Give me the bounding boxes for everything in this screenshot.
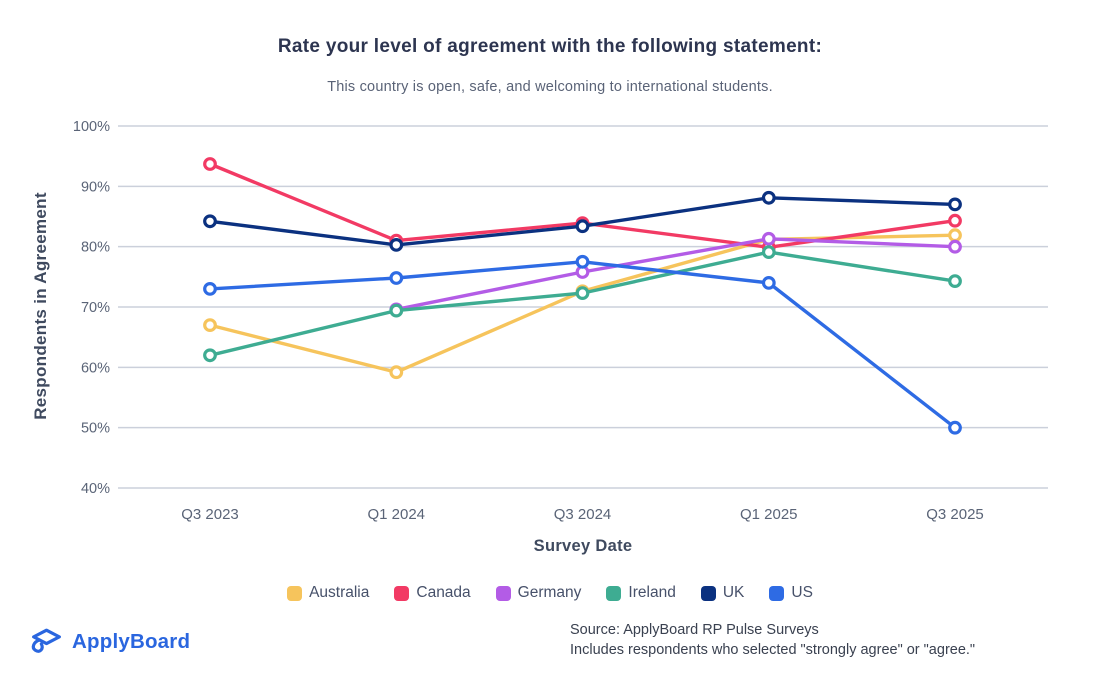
source-note: Includes respondents who selected "stron…	[570, 641, 976, 658]
applyboard-logo: ApplyBoard	[28, 623, 190, 660]
marker-germany-3	[761, 231, 776, 246]
chart-legend: Australia Canada Germany Ireland UK US	[0, 584, 1100, 602]
marker-ireland-3	[761, 245, 776, 260]
legend-swatch-us	[769, 585, 785, 601]
legend-item-canada: Canada	[394, 584, 471, 602]
marker-canada-4	[948, 213, 962, 228]
marker-ireland-4	[948, 274, 962, 289]
y-tick-label-40: 40%	[81, 481, 110, 497]
applyboard-logo-icon	[31, 628, 61, 653]
chart-title: Rate your level of agreement with the fo…	[277, 36, 823, 57]
marker-us-2	[575, 254, 590, 269]
marker-us-3	[761, 276, 776, 290]
legend-label-australia: Australia	[309, 584, 370, 601]
marker-australia-0	[203, 318, 217, 333]
marker-uk-1	[389, 237, 404, 252]
x-tick-label-q1-2024: Q1 2024	[367, 506, 425, 523]
marker-ireland-2	[575, 286, 590, 301]
source-block: Source: ApplyBoard RP Pulse Surveys Incl…	[570, 621, 975, 660]
legend-label-uk: UK	[722, 584, 745, 601]
legend-swatch-australia	[287, 585, 303, 601]
legend-label-canada: Canada	[416, 584, 471, 601]
legend-swatch-uk	[700, 585, 716, 601]
x-axis-title: Survey Date	[533, 537, 633, 555]
marker-uk-4	[948, 197, 962, 212]
y-tick-label-60: 60%	[81, 360, 110, 376]
legend-item-ireland: Ireland	[606, 584, 676, 602]
marker-ireland-0	[203, 348, 217, 363]
marker-canada-0	[203, 157, 217, 171]
y-tick-label-50: 50%	[81, 421, 110, 437]
y-tick-label-90: 90%	[81, 179, 110, 195]
y-tick-label-100: 100%	[73, 119, 110, 135]
marker-ireland-1	[389, 303, 404, 318]
marker-uk-2	[575, 219, 590, 234]
y-tick-label-80: 80%	[81, 240, 110, 256]
legend-item-uk: UK	[700, 584, 745, 602]
legend-label-us: US	[791, 584, 813, 601]
y-tick-label-70: 70%	[81, 300, 110, 316]
marker-uk-3	[761, 190, 776, 205]
legend-swatch-canada	[394, 585, 410, 601]
x-tick-label-q3-2024: Q3 2024	[554, 506, 612, 523]
legend-swatch-germany	[495, 585, 511, 601]
x-tick-label-q3-2023: Q3 2023	[181, 506, 239, 523]
x-tick-label-q1-2025: Q1 2025	[740, 506, 798, 523]
legend-swatch-ireland	[606, 585, 622, 601]
chart-subtitle: This country is open, safe, and welcomin…	[327, 79, 773, 95]
legend-label-ireland: Ireland	[628, 584, 676, 601]
marker-uk-0	[203, 214, 217, 229]
marker-us-4	[948, 420, 962, 435]
legend-item-australia: Australia	[287, 584, 369, 602]
series-line-germany	[394, 237, 957, 312]
legend-item-us: US	[769, 584, 813, 602]
applyboard-logo-text: ApplyBoard	[72, 629, 191, 653]
marker-us-0	[203, 282, 217, 296]
marker-us-1	[389, 271, 404, 285]
legend-label-germany: Germany	[517, 584, 582, 601]
x-tick-label-q3-2025: Q3 2025	[926, 506, 984, 523]
marker-germany-4	[948, 239, 962, 254]
legend-item-germany: Germany	[495, 584, 582, 602]
marker-australia-4	[948, 228, 962, 243]
marker-australia-1	[389, 365, 404, 380]
y-axis-title: Respondents in Agreement	[31, 192, 50, 420]
source-line: Source: ApplyBoard RP Pulse Surveys	[570, 622, 819, 638]
